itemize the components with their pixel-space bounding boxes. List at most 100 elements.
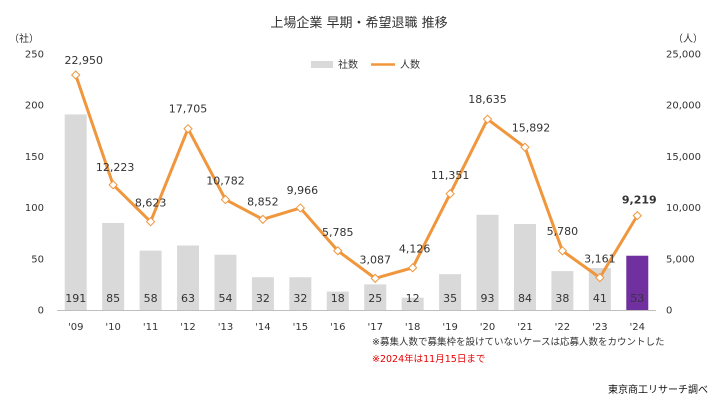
line-point <box>520 142 530 152</box>
x-tick-label: '09 <box>68 322 83 333</box>
right-tick-label: 5,000 <box>666 254 695 265</box>
left-tick-label: 0 <box>38 306 44 317</box>
bar-data-label: 63 <box>181 292 195 305</box>
line-point <box>445 189 455 199</box>
line-data-label: 4,126 <box>399 243 431 256</box>
bar <box>401 297 424 310</box>
line-data-label: 3,161 <box>584 253 616 266</box>
bar <box>251 277 274 310</box>
right-tick-label: 10,000 <box>666 203 701 214</box>
line-data-label: 5,780 <box>547 225 579 238</box>
bar-data-label: 25 <box>368 292 382 305</box>
left-tick-label: 50 <box>31 254 44 265</box>
right-axis-unit: （人） <box>673 33 703 45</box>
x-tick-label: '20 <box>480 322 495 333</box>
legend-bar-label: 社数 <box>338 58 358 71</box>
bar-data-label: 32 <box>256 292 270 305</box>
x-tick-label: '18 <box>405 322 420 333</box>
line-data-label: 9,219 <box>622 194 657 207</box>
bar <box>64 114 87 310</box>
line-point <box>183 123 193 134</box>
line-point <box>220 194 231 205</box>
x-axis: '09 '10 '11 '12 '13 '14 '15 '16 '17 '18 '19 '20 '21 '… <box>68 322 645 333</box>
bar-data-label: 18 <box>331 292 345 305</box>
legend: 社数 人数 <box>311 58 420 71</box>
left-tick-label: 200 <box>25 101 44 112</box>
x-tick-label: '14 <box>255 322 270 333</box>
line-data-label: 15,892 <box>512 121 551 134</box>
right-tick-label: 25,000 <box>666 50 701 61</box>
line-point <box>595 272 605 283</box>
x-tick-label: '22 <box>555 322 570 333</box>
line-data-label: 12,223 <box>96 161 135 174</box>
line-data-label: 22,950 <box>64 54 103 67</box>
bar <box>513 223 536 310</box>
x-tick-label: '11 <box>143 322 158 333</box>
bar <box>364 284 387 310</box>
line-point <box>557 246 568 256</box>
bar-series <box>64 114 649 310</box>
line-point <box>71 70 81 80</box>
line-data-label: 9,966 <box>287 184 319 197</box>
x-tick-label: '12 <box>180 322 195 333</box>
bar-data-label: 58 <box>144 292 158 305</box>
chart-title: 上場企業 早期・希望退職 推移 <box>270 15 447 31</box>
line-point <box>108 180 118 190</box>
line-point <box>145 216 156 227</box>
line-data-label: 10,782 <box>206 175 245 188</box>
line-data-label: 18,635 <box>468 93 507 106</box>
x-tick-label: '16 <box>330 322 345 333</box>
bar <box>177 245 200 310</box>
x-tick-label: '15 <box>293 322 308 333</box>
x-tick-label: '21 <box>517 322 532 333</box>
x-tick-label: '13 <box>218 322 233 333</box>
line-data-label: 11,351 <box>431 169 470 182</box>
note-1: ※募集人数で募集枠を設けていないケースは応募人数をカウントした <box>372 336 665 348</box>
right-tick-label: 0 <box>666 306 672 317</box>
bar-data-label: 53 <box>630 292 644 305</box>
line-data-label: 8,623 <box>135 197 167 210</box>
line-point <box>407 263 418 273</box>
x-tick-label: '17 <box>367 322 382 333</box>
line-data-label: 17,705 <box>169 103 208 116</box>
bar <box>289 277 312 310</box>
bar <box>551 271 574 310</box>
line-data-label: 3,087 <box>359 253 391 266</box>
bar <box>626 255 649 310</box>
line-point <box>333 246 343 256</box>
bar-data-label: 38 <box>555 292 569 305</box>
bar-data-label: 35 <box>443 292 457 305</box>
line-point <box>370 273 380 284</box>
legend-line-label: 人数 <box>400 58 420 71</box>
source-note: 東京商工リサーチ調べ <box>608 383 708 396</box>
note-2: ※2024年は11月15日まで <box>372 353 485 365</box>
line-point <box>258 214 268 225</box>
left-tick-label: 150 <box>25 152 44 163</box>
left-tick-label: 250 <box>25 50 44 61</box>
bar <box>476 214 499 310</box>
bar-data-label: 84 <box>518 292 532 305</box>
line-point <box>295 203 306 213</box>
line-path <box>74 74 639 280</box>
line-point <box>632 210 642 221</box>
line-data-label: 8,852 <box>247 195 279 208</box>
bar-data-label: 93 <box>481 292 495 305</box>
bar-data-label: 54 <box>218 292 232 305</box>
bar-data-label: 191 <box>65 292 86 305</box>
bar-data-label: 41 <box>593 292 607 305</box>
bar-data-label: 85 <box>106 292 120 305</box>
bar-data-label: 12 <box>406 292 420 305</box>
bar <box>326 291 349 310</box>
x-tick-label: '23 <box>592 322 607 333</box>
bar <box>439 274 462 310</box>
bar <box>588 268 611 310</box>
line-data-label: 5,785 <box>322 226 354 239</box>
line-point <box>482 114 493 124</box>
left-axis-unit: （社） <box>9 32 39 45</box>
bar <box>214 254 237 310</box>
left-tick-label: 100 <box>25 203 44 214</box>
bar-data-label: 32 <box>293 292 307 305</box>
bar <box>139 250 162 310</box>
x-tick-label: '19 <box>442 322 457 333</box>
